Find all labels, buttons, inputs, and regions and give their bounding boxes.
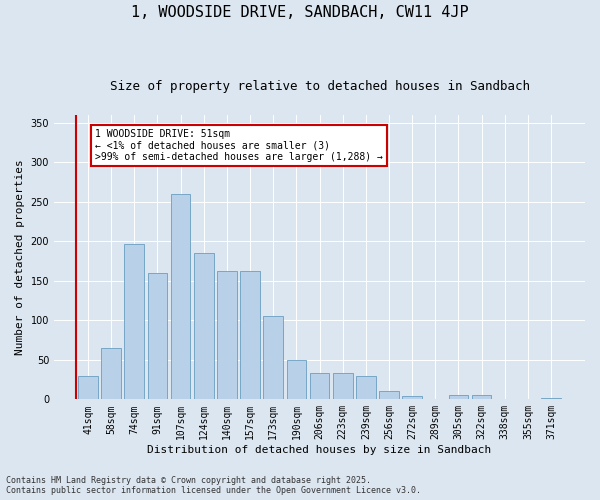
- Text: 1, WOODSIDE DRIVE, SANDBACH, CW11 4JP: 1, WOODSIDE DRIVE, SANDBACH, CW11 4JP: [131, 5, 469, 20]
- Bar: [402, 396, 422, 400]
- Bar: [379, 392, 399, 400]
- Bar: [541, 398, 561, 400]
- Bar: [78, 376, 98, 400]
- Bar: [333, 374, 353, 400]
- Bar: [148, 273, 167, 400]
- Bar: [217, 270, 237, 400]
- Bar: [101, 348, 121, 400]
- Bar: [263, 316, 283, 400]
- Bar: [124, 244, 144, 400]
- Y-axis label: Number of detached properties: Number of detached properties: [15, 160, 25, 355]
- Bar: [240, 270, 260, 400]
- Bar: [287, 360, 306, 400]
- Bar: [310, 374, 329, 400]
- Text: 1 WOODSIDE DRIVE: 51sqm
← <1% of detached houses are smaller (3)
>99% of semi-de: 1 WOODSIDE DRIVE: 51sqm ← <1% of detache…: [95, 129, 383, 162]
- Bar: [356, 376, 376, 400]
- Bar: [194, 253, 214, 400]
- Bar: [472, 396, 491, 400]
- Text: Contains HM Land Registry data © Crown copyright and database right 2025.
Contai: Contains HM Land Registry data © Crown c…: [6, 476, 421, 495]
- Bar: [449, 396, 468, 400]
- Title: Size of property relative to detached houses in Sandbach: Size of property relative to detached ho…: [110, 80, 530, 93]
- Bar: [171, 194, 190, 400]
- X-axis label: Distribution of detached houses by size in Sandbach: Distribution of detached houses by size …: [148, 445, 491, 455]
